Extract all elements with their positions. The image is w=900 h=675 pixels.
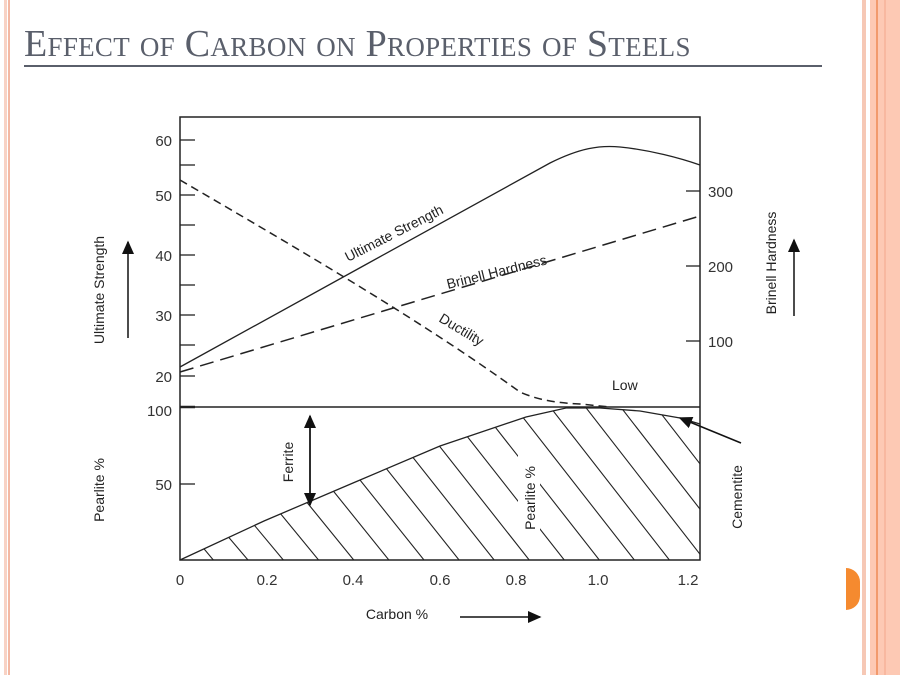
- y2-tick-100: 100: [708, 334, 733, 351]
- pearlite-tick-50: 50: [155, 477, 172, 494]
- y2-tick-200: 200: [708, 259, 733, 276]
- slide-border-left-inner: [8, 0, 10, 675]
- y-tick-20: 20: [155, 369, 172, 386]
- title-underline: [24, 65, 822, 67]
- y-tick-30: 30: [155, 308, 172, 325]
- pearlite-region-label: Pearlite %: [522, 466, 538, 530]
- x-tick-0.6: 0.6: [430, 572, 451, 589]
- brinell-hardness-axis-label: Brinell Hardness: [763, 212, 779, 315]
- slide-border-right-line: [876, 0, 878, 675]
- x-tick-0.4: 0.4: [343, 572, 364, 589]
- y-tick-50: 50: [155, 188, 172, 205]
- next-slide-marker[interactable]: [846, 568, 860, 610]
- ultimate-strength-curve: [179, 145, 701, 368]
- slide-border-right: [862, 0, 866, 675]
- slide-border-right-line-2: [884, 0, 886, 675]
- ferrite-label: Ferrite: [280, 442, 296, 483]
- pearlite-tick-100: 100: [147, 403, 172, 420]
- pearlite-axis-label: Pearlite %: [91, 458, 107, 522]
- brinell-hardness-curve: [179, 215, 701, 373]
- y2-tick-300: 300: [708, 184, 733, 201]
- left-axis-ticks: [180, 139, 195, 485]
- cementite-arrow-icon: [678, 416, 742, 444]
- ultimate-strength-axis-label: Ultimate Strength: [91, 236, 107, 344]
- x-tick-0.2: 0.2: [257, 572, 278, 589]
- ductility-curve-label: Ductility: [436, 310, 486, 349]
- x-tick-1.2: 1.2: [678, 572, 699, 589]
- brinell-hardness-curve-label: Brinell Hardness: [445, 252, 549, 292]
- slide-title: Effect of Carbon on Properties of Steels: [24, 23, 691, 65]
- pearlite-label-bg: [518, 455, 540, 541]
- ductility-curve: [179, 179, 611, 408]
- x-tick-0: 0: [176, 572, 184, 589]
- low-label: Low: [612, 377, 639, 393]
- plot-frame: [179, 116, 701, 561]
- pearlite-boundary-curve: [179, 407, 701, 561]
- y-tick-60: 60: [155, 133, 172, 150]
- slide-border-left: [4, 0, 7, 675]
- ultimate-strength-curve-label: Ultimate Strength: [342, 201, 446, 264]
- x-tick-1.0: 1.0: [588, 572, 609, 589]
- cementite-label: Cementite: [729, 465, 745, 529]
- right-axis-ticks: [686, 190, 700, 342]
- x-axis-label: Carbon %: [366, 606, 428, 622]
- y-tick-40: 40: [155, 248, 172, 265]
- x-tick-0.8: 0.8: [506, 572, 527, 589]
